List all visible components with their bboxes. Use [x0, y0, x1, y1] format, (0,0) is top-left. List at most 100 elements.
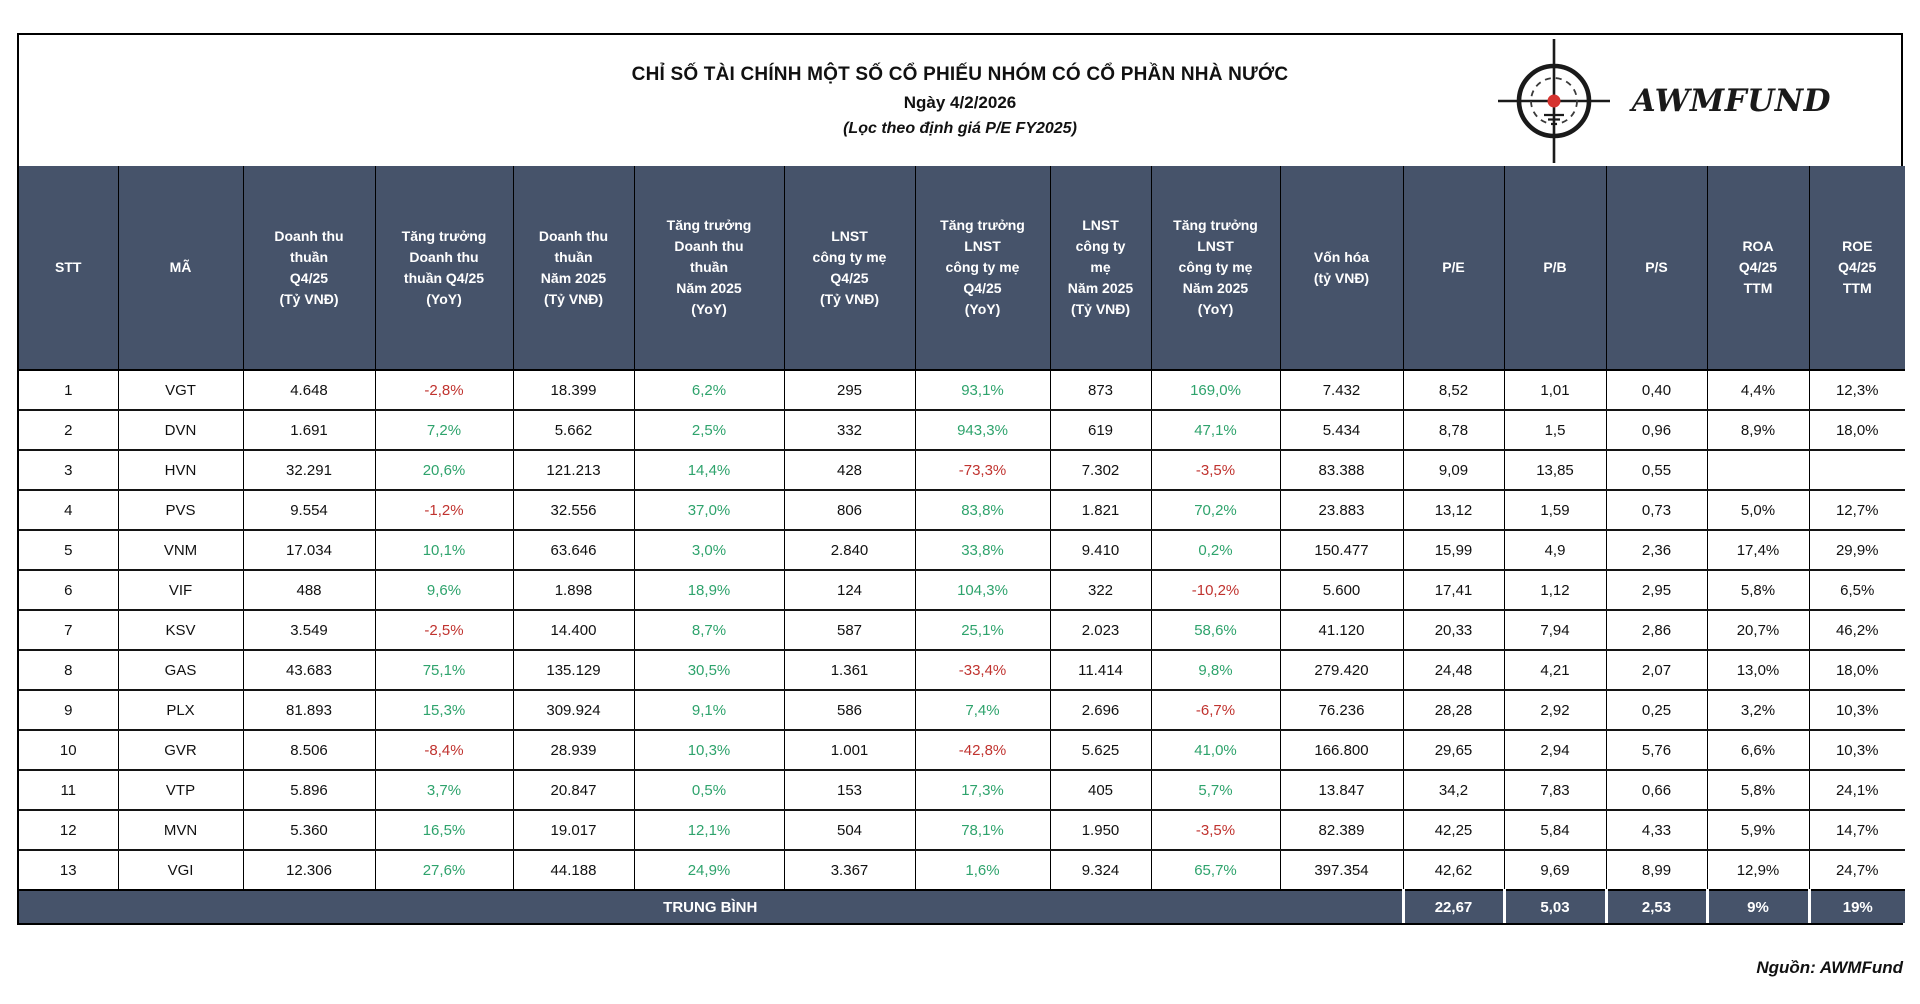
col-header-ps: P/S: [1605, 166, 1707, 371]
cell-ps: 2,36: [1605, 529, 1707, 570]
cell-market-cap: 279.420: [1279, 649, 1403, 690]
cell-roe: 29,9%: [1808, 529, 1905, 570]
cell-stt: 13: [19, 849, 118, 890]
cell-profit-growth-2025: -3,5%: [1150, 449, 1280, 490]
cell-profit-2025: 1.950: [1049, 809, 1151, 850]
cell-profit-2025: 11.414: [1049, 649, 1151, 690]
cell-profit-q4: 428: [783, 449, 915, 490]
table-row: 9 PLX 81.893 15,3% 309.924 9,1% 586 7,4% 2.696 -6…: [19, 689, 1905, 730]
cell-profit-growth-2025: 0,2%: [1150, 529, 1280, 570]
cell-roa: [1706, 449, 1809, 490]
cell-revenue-q4: 488: [242, 569, 375, 610]
cell-profit-growth-q4: 93,1%: [914, 370, 1050, 410]
cell-profit-growth-q4: 33,8%: [914, 529, 1050, 570]
table-row: 7 KSV 3.549 -2,5% 14.400 8,7% 587 25,1% 2.023 58,…: [19, 609, 1905, 650]
cell-ps: 0,96: [1605, 409, 1707, 450]
table-footer: TRUNG BÌNH 22,67 5,03 2,53 9% 19%: [19, 889, 1905, 923]
cell-market-cap: 150.477: [1279, 529, 1403, 570]
table-row: 1 VGT 4.648 -2,8% 18.399 6,2% 295 93,1% 873 169,0…: [19, 370, 1905, 410]
cell-profit-growth-q4: -73,3%: [914, 449, 1050, 490]
cell-revenue-2025: 32.556: [512, 489, 634, 530]
cell-roe: 46,2%: [1808, 609, 1905, 650]
col-header-pb: P/B: [1503, 166, 1606, 371]
cell-profit-growth-2025: 58,6%: [1150, 609, 1280, 650]
cell-revenue-growth-2025: 9,1%: [633, 689, 784, 730]
cell-pe: 42,62: [1402, 849, 1504, 890]
cell-revenue-growth-2025: 8,7%: [633, 609, 784, 650]
cell-roa: 8,9%: [1706, 409, 1809, 450]
cell-pe: 20,33: [1402, 609, 1504, 650]
cell-revenue-growth-2025: 14,4%: [633, 449, 784, 490]
cell-roa: 5,9%: [1706, 809, 1809, 850]
logo-wordmark: AWMFUND: [1631, 82, 1831, 119]
cell-profit-growth-2025: -3,5%: [1150, 809, 1280, 850]
cell-profit-growth-2025: 70,2%: [1150, 489, 1280, 530]
col-header-profit-2025: LNST công ty mẹ Năm 2025 (Tỷ VNĐ): [1049, 166, 1151, 371]
cell-roe: 24,7%: [1808, 849, 1905, 890]
cell-ps: 2,95: [1605, 569, 1707, 610]
cell-revenue-2025: 14.400: [512, 609, 634, 650]
cell-roe: 12,3%: [1808, 370, 1905, 410]
table-row: 6 VIF 488 9,6% 1.898 18,9% 124 104,3% 322 -10,2% 5…: [19, 569, 1905, 610]
cell-revenue-growth-2025: 37,0%: [633, 489, 784, 530]
cell-profit-q4: 332: [783, 409, 915, 450]
table-row: 13 VGI 12.306 27,6% 44.188 24,9% 3.367 1,6% 9.32…: [19, 849, 1905, 890]
cell-roa: 17,4%: [1706, 529, 1809, 570]
cell-stt: 6: [19, 569, 118, 610]
cell-profit-growth-q4: 25,1%: [914, 609, 1050, 650]
cell-market-cap: 76.236: [1279, 689, 1403, 730]
cell-profit-q4: 1.001: [783, 729, 915, 770]
cell-roa: 5,0%: [1706, 489, 1809, 530]
cell-revenue-growth-q4: 27,6%: [374, 849, 513, 890]
col-header-profit-growth-2025: Tăng trưởng LNST công ty mẹ Năm 2025 (YoY): [1150, 166, 1280, 371]
cell-ticker: VIF: [117, 569, 243, 610]
table-row: 4 PVS 9.554 -1,2% 32.556 37,0% 806 83,8% 1.821 70…: [19, 489, 1905, 530]
cell-pe: 34,2: [1402, 769, 1504, 810]
cell-ticker: VTP: [117, 769, 243, 810]
cell-revenue-q4: 43.683: [242, 649, 375, 690]
col-header-revenue-growth-q4: Tăng trưởng Doanh thu thuần Q4/25 (YoY): [374, 166, 513, 371]
col-header-revenue-2025: Doanh thu thuần Năm 2025 (Tỷ VNĐ): [512, 166, 634, 371]
cell-pe: 42,25: [1402, 809, 1504, 850]
cell-ps: 0,40: [1605, 370, 1707, 410]
cell-ps: 0,66: [1605, 769, 1707, 810]
cell-profit-q4: 504: [783, 809, 915, 850]
cell-roe: 10,3%: [1808, 729, 1905, 770]
cell-market-cap: 397.354: [1279, 849, 1403, 890]
cell-profit-growth-q4: 943,3%: [914, 409, 1050, 450]
cell-roe: 18,0%: [1808, 409, 1905, 450]
cell-revenue-growth-q4: 7,2%: [374, 409, 513, 450]
header-row: STT MÃ Doanh thu thuần Q4/25 (Tỷ VNĐ) Tăng trư…: [19, 166, 1905, 371]
cell-revenue-2025: 121.213: [512, 449, 634, 490]
table-body: 1 VGT 4.648 -2,8% 18.399 6,2% 295 93,1% 873 169,0…: [19, 370, 1905, 890]
cell-roa: 5,8%: [1706, 569, 1809, 610]
financial-table: STT MÃ Doanh thu thuần Q4/25 (Tỷ VNĐ) Tăng trư…: [19, 166, 1905, 923]
cell-revenue-growth-2025: 12,1%: [633, 809, 784, 850]
cell-revenue-2025: 19.017: [512, 809, 634, 850]
cell-revenue-growth-2025: 18,9%: [633, 569, 784, 610]
cell-pb: 1,5: [1503, 409, 1606, 450]
average-pb: 5,03: [1502, 889, 1606, 923]
cell-profit-2025: 2.696: [1049, 689, 1151, 730]
cell-ticker: PVS: [117, 489, 243, 530]
cell-revenue-growth-q4: -8,4%: [374, 729, 513, 770]
cell-pe: 29,65: [1402, 729, 1504, 770]
page-title: CHỈ SỐ TÀI CHÍNH MỘT SỐ CỔ PHIẾU NHÓM CÓ…: [631, 63, 1289, 85]
report-subtitle: (Lọc theo định giá P/E FY2025): [843, 119, 1077, 137]
table-row: 8 GAS 43.683 75,1% 135.129 30,5% 1.361 -33,4% 11…: [19, 649, 1905, 690]
cell-revenue-growth-2025: 30,5%: [633, 649, 784, 690]
col-header-roe: ROE Q4/25 TTM: [1808, 166, 1905, 371]
cell-stt: 7: [19, 609, 118, 650]
cell-ticker: DVN: [117, 409, 243, 450]
crosshair-scope-icon: [1497, 38, 1610, 163]
cell-profit-growth-q4: -42,8%: [914, 729, 1050, 770]
cell-roe: 6,5%: [1808, 569, 1905, 610]
cell-stt: 5: [19, 529, 118, 570]
cell-stt: 8: [19, 649, 118, 690]
cell-revenue-q4: 32.291: [242, 449, 375, 490]
cell-pb: 5,84: [1503, 809, 1606, 850]
cell-roe: [1808, 449, 1905, 490]
average-pe: 22,67: [1401, 889, 1504, 923]
cell-profit-2025: 9.410: [1049, 529, 1151, 570]
cell-profit-q4: 806: [783, 489, 915, 530]
